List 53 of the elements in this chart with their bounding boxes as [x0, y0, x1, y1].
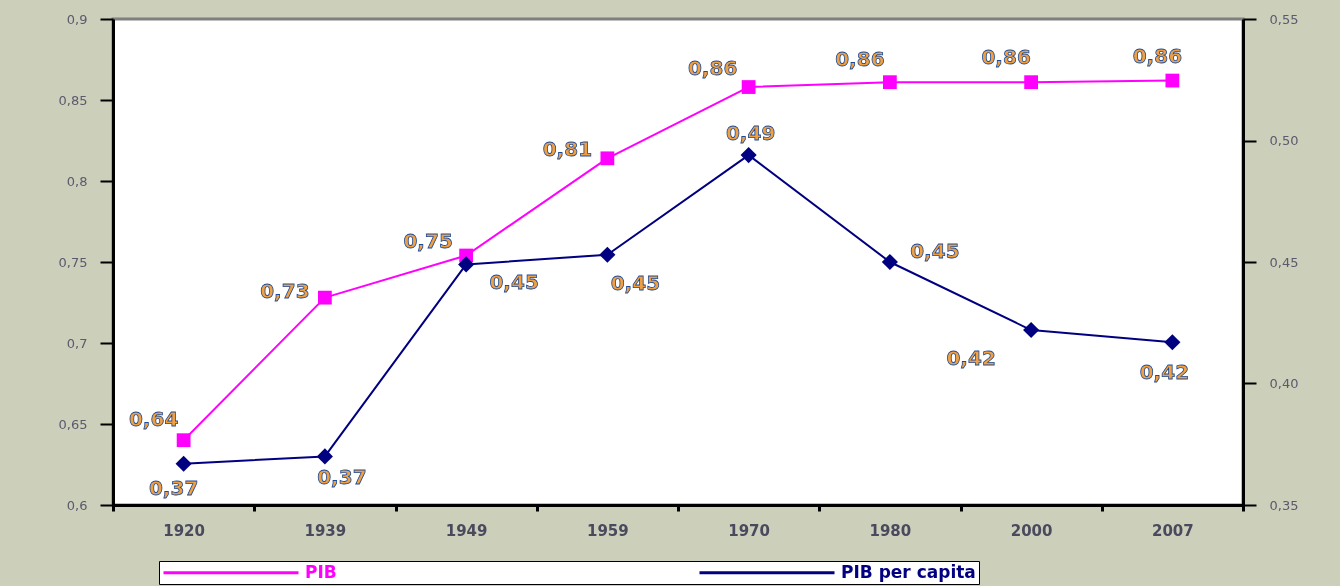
data-label: 0,73 [260, 278, 310, 303]
point [740, 147, 757, 164]
data-label: 0,42 [946, 346, 996, 371]
data-label: 0,86 [687, 56, 738, 81]
y-tick-label: 0,7 [66, 335, 88, 351]
data-label: 0,64 [128, 407, 179, 432]
point [316, 448, 333, 465]
y2-tick-label: 0,35 [1269, 497, 1299, 513]
point [1164, 334, 1181, 351]
x-tick-label: 1980 [869, 521, 912, 540]
y2-tick-label: 0,40 [1269, 376, 1299, 391]
data-label: 0,75 [403, 228, 453, 253]
data-label: 0,86 [835, 47, 885, 72]
data-label: 0,45 [610, 270, 661, 295]
text: PIB [305, 561, 337, 582]
data-label: 0,86 [981, 45, 1031, 70]
point [882, 75, 897, 90]
point [881, 253, 898, 271]
point [599, 246, 616, 263]
x-tick-label: 1920 [163, 521, 205, 540]
y-tick-label: 0,8 [66, 173, 88, 189]
point [1165, 73, 1180, 88]
x-tick-label: 1970 [728, 521, 770, 540]
point [317, 290, 332, 305]
point [1023, 321, 1040, 339]
data-label: 0,45 [489, 270, 539, 295]
data-label: 0,42 [1139, 360, 1190, 385]
point [741, 80, 756, 94]
point [176, 433, 191, 448]
x-tick-label: 1939 [304, 521, 347, 540]
x-tick-label: 2007 [1152, 521, 1194, 540]
data-label: 0,37 [148, 475, 199, 500]
y-tick-label: 0,85 [58, 92, 88, 108]
y-tick-label: 0,6 [66, 497, 88, 513]
data-label: 0,37 [317, 465, 367, 490]
y-tick-label: 0,65 [58, 416, 88, 432]
point [600, 151, 615, 166]
y2-tick-label: 0,50 [1269, 133, 1299, 148]
point [175, 455, 192, 472]
text: PIB per capita [841, 561, 976, 582]
x-tick-label: 1949 [445, 521, 488, 540]
y-tick-label: 0,9 [66, 11, 88, 27]
x-tick-label: 1959 [587, 521, 629, 540]
data-label: 0,45 [910, 239, 960, 263]
point [1024, 75, 1039, 90]
data-label: 0,49 [725, 121, 776, 146]
x-tick-label: 2000 [1010, 521, 1053, 540]
point [458, 256, 475, 273]
data-label: 0,81 [542, 137, 593, 162]
y2-tick-label: 0,55 [1269, 11, 1299, 27]
data-label: 0,86 [1132, 43, 1183, 68]
y-tick-label: 0,75 [58, 254, 88, 270]
y2-tick-label: 0,45 [1269, 254, 1299, 270]
